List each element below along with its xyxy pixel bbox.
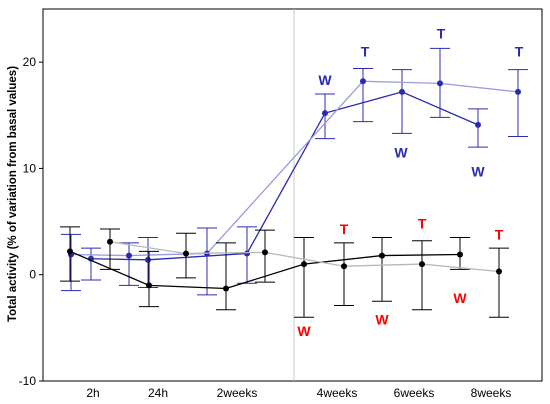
annotation-label: W <box>471 164 485 180</box>
x-tick-label: 24h <box>148 386 168 400</box>
data-point <box>183 250 189 257</box>
data-point <box>515 88 521 95</box>
annotation-layer: W T W T W T W T W T W T <box>297 25 523 339</box>
data-point <box>322 110 328 117</box>
x-tick-label: 8weeks <box>471 386 512 400</box>
data-point <box>419 261 425 268</box>
y-tick-label: 10 <box>23 161 37 175</box>
data-point <box>146 282 152 289</box>
annotation-label: T <box>495 226 504 242</box>
x-tick-label: 2h <box>86 386 99 400</box>
y-tick-label: 0 <box>29 268 36 282</box>
data-point <box>126 252 132 259</box>
series-line <box>90 91 479 261</box>
series-line <box>70 80 519 257</box>
y-axis-title: Total activity (% of variation from basa… <box>7 66 19 322</box>
plot-frame <box>42 8 543 382</box>
data-point <box>301 261 307 268</box>
data-point <box>145 256 151 263</box>
data-point <box>457 251 463 258</box>
y-axis-ticks: -10 0 10 20 <box>19 55 43 388</box>
series-line <box>109 241 500 273</box>
y-tick-label: -10 <box>19 374 37 388</box>
annotation-label: T <box>361 44 370 60</box>
data-point <box>437 80 443 87</box>
data-point <box>341 263 347 270</box>
x-tick-label: 6weeks <box>394 386 435 400</box>
x-axis-ticks: 2h 24h 2weeks 4weeks 6weeks 8weeks <box>86 386 511 400</box>
series-layer <box>60 47 528 318</box>
data-point <box>379 252 385 259</box>
data-point <box>67 248 73 255</box>
data-point <box>496 268 502 275</box>
series <box>81 69 488 288</box>
data-point <box>223 285 229 292</box>
annotation-label: W <box>297 323 311 339</box>
y-tick-label: 20 <box>23 55 37 69</box>
x-tick-label: 2weeks <box>217 386 258 400</box>
plot-area <box>42 8 543 382</box>
annotation-label: W <box>453 290 467 306</box>
data-point <box>262 249 268 256</box>
annotation-label: W <box>375 311 389 327</box>
data-point <box>399 88 405 95</box>
annotation-label: T <box>418 216 427 232</box>
data-point <box>244 250 250 257</box>
data-point <box>107 238 113 245</box>
data-point <box>475 121 481 128</box>
x-tick-label: 4weeks <box>317 386 358 400</box>
annotation-label: T <box>340 221 349 237</box>
data-point <box>360 78 366 85</box>
annotation-label: T <box>437 25 446 41</box>
annotation-label: T <box>515 44 524 60</box>
annotation-label: W <box>318 72 332 88</box>
annotation-label: W <box>394 144 408 160</box>
series <box>100 228 509 318</box>
